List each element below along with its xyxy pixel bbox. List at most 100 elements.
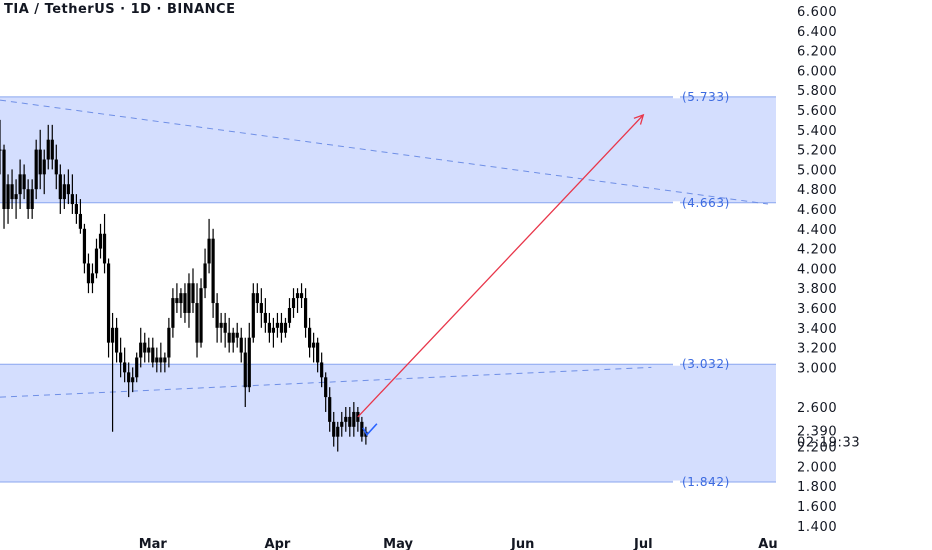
candle [239, 327, 243, 363]
candle [10, 169, 14, 209]
candle [106, 258, 111, 358]
candle-body [207, 238, 211, 264]
candle-body [243, 352, 247, 388]
zone-2[interactable] [0, 364, 776, 483]
candle [102, 213, 107, 274]
projection-arrow-line[interactable] [357, 114, 644, 418]
candle-body [255, 293, 259, 304]
candle [175, 283, 179, 313]
candle [299, 283, 304, 308]
zone-1[interactable] [0, 96, 776, 203]
candle [62, 174, 66, 209]
time-axis[interactable]: Mar Apr May Jun Jul Au [139, 537, 778, 550]
projection-layer[interactable] [357, 113, 645, 437]
time-tick-label: Jul [633, 537, 653, 550]
candle [98, 223, 103, 259]
candle-body [159, 357, 163, 363]
candle-body [82, 228, 87, 264]
candle-body [215, 303, 219, 328]
price-tick-label: 6.000 [797, 64, 837, 79]
candle-body [143, 342, 147, 353]
candle [223, 312, 227, 348]
price-tick-label: 4.800 [797, 183, 837, 198]
candle [18, 159, 22, 209]
candle-body [199, 288, 203, 343]
last-price-marker [362, 423, 378, 437]
candle-body [287, 308, 292, 323]
candle [352, 402, 356, 437]
candle [50, 124, 54, 170]
candle-body [58, 174, 62, 200]
candle-body [227, 332, 231, 343]
trendline-2[interactable] [0, 366, 652, 398]
candle-body [344, 416, 348, 422]
candle [127, 362, 131, 398]
candle-body [348, 416, 352, 427]
candle [131, 367, 135, 393]
trendline-1[interactable] [0, 99, 769, 205]
time-tick-label: Jun [510, 537, 534, 550]
candle [34, 139, 38, 200]
candle-body [10, 184, 14, 200]
candle-body [0, 149, 2, 151]
price-tick-label: 2.200 [797, 441, 837, 456]
candle [291, 288, 296, 318]
candle-body [163, 357, 167, 363]
candle [179, 288, 183, 318]
candle-body [239, 337, 243, 353]
candle-body [271, 327, 276, 333]
price-tick-label: 3.000 [797, 361, 837, 376]
candle-body [328, 397, 332, 422]
candle [70, 174, 74, 214]
candle-body [324, 377, 328, 398]
candle-body [123, 362, 127, 373]
candle-body [223, 322, 227, 333]
candle [247, 322, 251, 393]
candle-body [219, 322, 223, 328]
price-tick-label: 2.600 [797, 401, 837, 416]
candle [231, 327, 235, 353]
candle-body [86, 263, 91, 284]
candle [191, 268, 195, 313]
candle [243, 337, 247, 407]
last-price-label: 2.390 [797, 425, 837, 440]
price-tick-label: 5.600 [797, 104, 837, 119]
candle [123, 347, 127, 383]
candle-body [275, 322, 280, 328]
candle [340, 411, 344, 437]
candle-body [22, 174, 26, 190]
candle [207, 218, 211, 274]
candle [279, 312, 284, 343]
candle-body [187, 283, 191, 313]
candle [151, 337, 155, 368]
price-tick-label: 4.400 [797, 223, 837, 238]
candle [211, 228, 215, 318]
candle-body [18, 174, 22, 195]
candle-body [30, 189, 34, 209]
candle [195, 283, 199, 358]
candle-body [175, 298, 179, 304]
zone-bottom-label: (4.663) [682, 196, 730, 210]
candle [38, 129, 42, 190]
candle-body [179, 293, 183, 304]
candle [110, 312, 115, 432]
candle-body [231, 332, 235, 343]
candle-body [352, 411, 356, 427]
candle-body [279, 322, 284, 333]
candle [303, 288, 308, 338]
candle [46, 124, 50, 170]
candle [227, 317, 231, 353]
candle [167, 317, 171, 368]
price-tick-label: 5.000 [797, 163, 837, 178]
candle-body [332, 421, 336, 437]
candle-body [171, 298, 175, 328]
candle [348, 407, 352, 437]
candle-body [119, 352, 123, 363]
price-axis[interactable]: 6.600 6.400 6.200 6.000 5.800 5.600 5.400 5.200… [797, 5, 860, 535]
time-tick-label: May [383, 537, 413, 550]
candles-layer [0, 119, 368, 452]
candle-body [259, 303, 263, 313]
price-tick-label: 1.800 [797, 480, 837, 495]
price-tick-label: 5.200 [797, 144, 837, 159]
